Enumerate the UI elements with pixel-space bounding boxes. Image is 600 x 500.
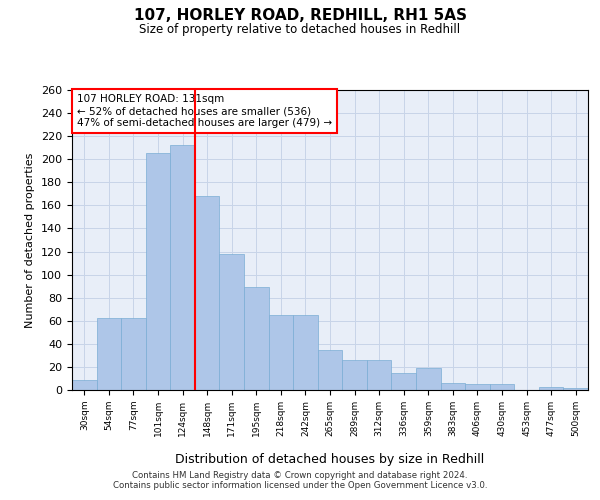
Text: Contains HM Land Registry data © Crown copyright and database right 2024.
Contai: Contains HM Land Registry data © Crown c… <box>113 470 487 490</box>
Bar <box>269 315 293 390</box>
Bar <box>146 154 170 390</box>
Bar <box>342 360 367 390</box>
Bar <box>539 386 563 390</box>
Bar <box>121 318 146 390</box>
Bar <box>465 384 490 390</box>
Bar <box>490 384 514 390</box>
Bar <box>416 368 440 390</box>
Bar <box>72 380 97 390</box>
Bar <box>170 146 195 390</box>
Bar <box>293 315 318 390</box>
Bar <box>97 318 121 390</box>
Bar <box>318 350 342 390</box>
Text: 107 HORLEY ROAD: 131sqm
← 52% of detached houses are smaller (536)
47% of semi-d: 107 HORLEY ROAD: 131sqm ← 52% of detache… <box>77 94 332 128</box>
Bar <box>195 196 220 390</box>
Text: Size of property relative to detached houses in Redhill: Size of property relative to detached ho… <box>139 22 461 36</box>
Bar <box>563 388 588 390</box>
Bar <box>440 383 465 390</box>
Bar <box>220 254 244 390</box>
Text: 107, HORLEY ROAD, REDHILL, RH1 5AS: 107, HORLEY ROAD, REDHILL, RH1 5AS <box>133 8 467 22</box>
Bar <box>244 288 269 390</box>
Bar <box>367 360 391 390</box>
Bar <box>391 372 416 390</box>
Y-axis label: Number of detached properties: Number of detached properties <box>25 152 35 328</box>
Text: Distribution of detached houses by size in Redhill: Distribution of detached houses by size … <box>175 452 485 466</box>
